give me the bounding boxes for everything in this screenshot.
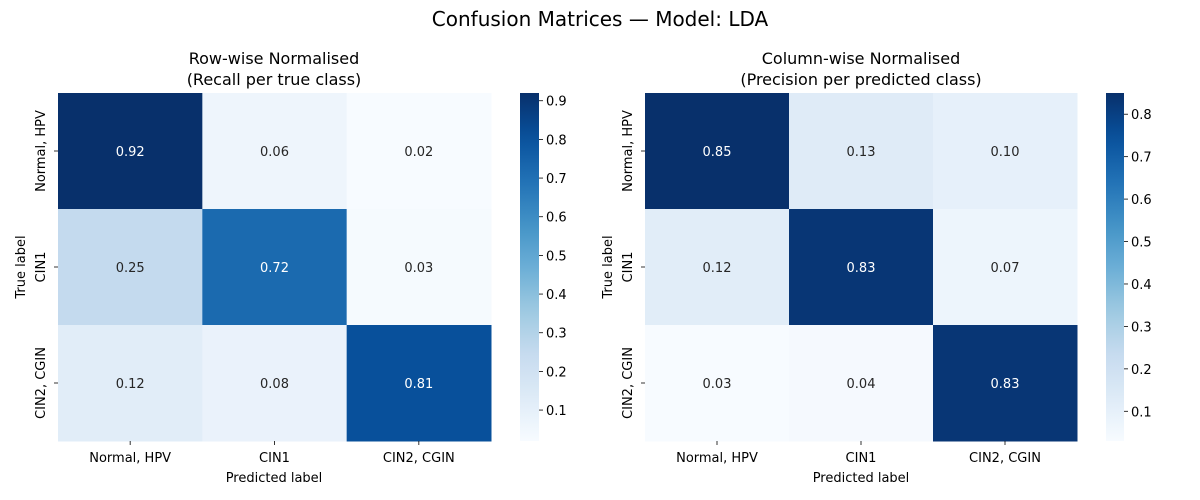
cell-annotation: 0.07 <box>991 261 1020 276</box>
panel-title: Row-wise Normalised <box>189 49 360 68</box>
panel-title: Column-wise Normalised <box>762 49 961 68</box>
colorbar-tick-label: 0.7 <box>1131 151 1152 166</box>
y-axis-label: True label <box>601 235 616 299</box>
heatmap-cell <box>645 209 790 326</box>
cell-annotation: 0.08 <box>260 377 289 392</box>
cell-annotation: 0.03 <box>703 377 732 392</box>
colorbar-tick-label: 0.3 <box>546 327 567 342</box>
heatmap-cell <box>58 93 203 210</box>
colorbar-tick-label: 0.8 <box>546 133 567 148</box>
heatmap-cell <box>202 209 348 326</box>
cell-annotation: 0.12 <box>116 377 145 392</box>
heatmap-cell <box>202 93 348 210</box>
cell-annotation: 0.04 <box>847 377 876 392</box>
x-tick-label: CIN2, CGIN <box>383 451 455 466</box>
colorbar-tick-label: 0.2 <box>1131 363 1152 378</box>
heatmap-cell <box>789 93 934 210</box>
colorbar-tick-label: 0.7 <box>546 172 567 187</box>
heatmap-cell <box>933 209 1078 326</box>
cell-annotation: 0.12 <box>703 261 732 276</box>
heatmap-cell <box>933 325 1078 442</box>
heatmap-panel-1: Row-wise Normalised (Recall per true clas… <box>14 49 567 486</box>
heatmap-panel-2: Column-wise Normalised (Precision per pre… <box>601 49 1152 486</box>
colorbar-tick-label: 0.1 <box>1131 405 1152 420</box>
cell-annotation: 0.72 <box>260 261 289 276</box>
heatmap-cell <box>645 93 790 210</box>
colorbar-tick-label: 0.8 <box>1131 108 1152 123</box>
x-tick-label: CIN1 <box>259 451 290 466</box>
colorbar-tick-label: 0.3 <box>1131 320 1152 335</box>
colorbar-tick-label: 0.5 <box>546 249 567 264</box>
colorbar-tick-label: 0.1 <box>546 404 567 419</box>
y-tick-label: Normal, HPV <box>34 110 49 192</box>
cell-annotation: 0.03 <box>404 261 433 276</box>
cell-annotation: 0.06 <box>260 145 289 160</box>
x-tick-label: CIN1 <box>846 451 877 466</box>
heatmap-cell <box>346 93 492 210</box>
colorbar-tick-label: 0.4 <box>546 288 567 303</box>
cell-annotation: 0.85 <box>703 145 732 160</box>
heatmap-cell <box>789 325 934 442</box>
x-axis-label: Predicted label <box>813 471 910 486</box>
colorbar-tick-label: 0.9 <box>546 95 567 110</box>
y-tick-label: CIN2, CGIN <box>34 347 49 419</box>
colorbar-tick-label: 0.6 <box>546 211 567 226</box>
heatmap-cell <box>58 325 203 442</box>
cell-annotation: 0.92 <box>116 145 145 160</box>
heatmap-cell <box>58 209 203 326</box>
heatmap-cell <box>933 93 1078 210</box>
heatmap-cell <box>346 325 492 442</box>
colorbar <box>520 93 539 441</box>
heatmap-cell <box>645 325 790 442</box>
figure-title: Confusion Matrices — Model: LDA <box>432 7 769 31</box>
colorbar-tick-label: 0.6 <box>1131 193 1152 208</box>
x-tick-label: CIN2, CGIN <box>969 451 1041 466</box>
cell-annotation: 0.25 <box>116 261 145 276</box>
x-tick-label: Normal, HPV <box>89 451 171 466</box>
panel-subtitle: (Precision per predicted class) <box>740 70 981 89</box>
panel-subtitle: (Recall per true class) <box>187 70 362 89</box>
heatmap-cell <box>346 209 492 326</box>
cell-annotation: 0.13 <box>847 145 876 160</box>
colorbar-tick-label: 0.2 <box>546 365 567 380</box>
y-axis-label: True label <box>14 235 29 299</box>
colorbar-tick-label: 0.5 <box>1131 236 1152 251</box>
cell-annotation: 0.10 <box>991 145 1020 160</box>
y-tick-label: CIN1 <box>621 252 636 283</box>
cell-annotation: 0.83 <box>847 261 876 276</box>
colorbar-tick-label: 0.4 <box>1131 278 1152 293</box>
y-tick-label: CIN2, CGIN <box>621 347 636 419</box>
heatmap-cell <box>202 325 348 442</box>
cell-annotation: 0.81 <box>404 377 433 392</box>
colorbar <box>1106 93 1124 441</box>
cell-annotation: 0.83 <box>991 377 1020 392</box>
y-tick-label: Normal, HPV <box>621 110 636 192</box>
heatmap-panels: Row-wise Normalised (Recall per true clas… <box>14 49 1152 486</box>
cell-annotation: 0.02 <box>404 145 433 160</box>
x-tick-label: Normal, HPV <box>676 451 758 466</box>
y-tick-label: CIN1 <box>34 252 49 283</box>
x-axis-label: Predicted label <box>226 471 323 486</box>
heatmap-cell <box>789 209 934 326</box>
